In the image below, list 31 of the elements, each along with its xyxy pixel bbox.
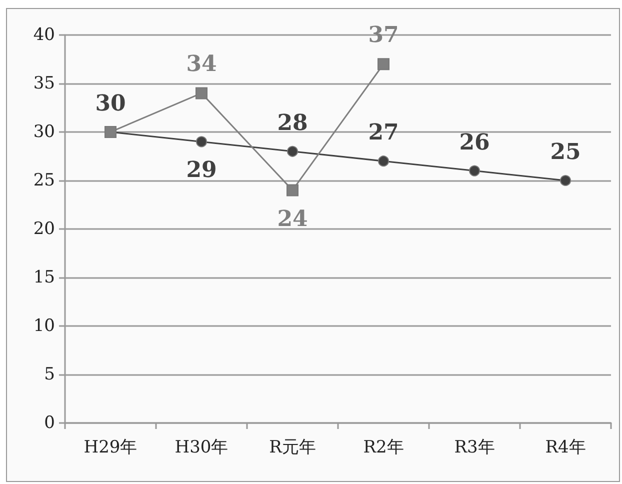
- x-tick-label: R2年: [363, 438, 404, 458]
- y-tick-label: 0: [44, 413, 55, 433]
- point: [196, 87, 208, 100]
- data-label: 29: [186, 157, 217, 184]
- x-tick-label: R4年: [545, 438, 586, 458]
- point: [378, 156, 389, 167]
- point: [560, 175, 571, 186]
- y-tick-label: 20: [33, 219, 55, 239]
- y-tick-label: 5: [44, 364, 55, 384]
- point: [287, 146, 298, 157]
- data-label: 30: [95, 90, 126, 116]
- data-label: 25: [550, 139, 581, 165]
- y-tick-label: 10: [33, 316, 55, 336]
- data-label: 27: [368, 120, 399, 146]
- x-tick-label: R元年: [269, 438, 316, 458]
- y-tick-label: 40: [33, 25, 55, 45]
- data-label: 26: [459, 129, 490, 156]
- point: [378, 58, 390, 70]
- data-label: 34: [186, 51, 217, 78]
- y-tick-label: 25: [33, 170, 55, 190]
- y-tick-label: 35: [33, 74, 55, 94]
- data-label: 28: [277, 110, 308, 136]
- x-tick-label: H29年: [84, 438, 138, 458]
- y-tick-label: 30: [33, 122, 55, 142]
- x-tick-label: H30年: [174, 438, 228, 458]
- point: [196, 136, 207, 148]
- data-label: 24: [277, 206, 308, 232]
- point: [286, 184, 298, 196]
- y-tick-label: 15: [33, 268, 55, 288]
- x-tick-label: R3年: [454, 438, 495, 458]
- point: [469, 165, 480, 176]
